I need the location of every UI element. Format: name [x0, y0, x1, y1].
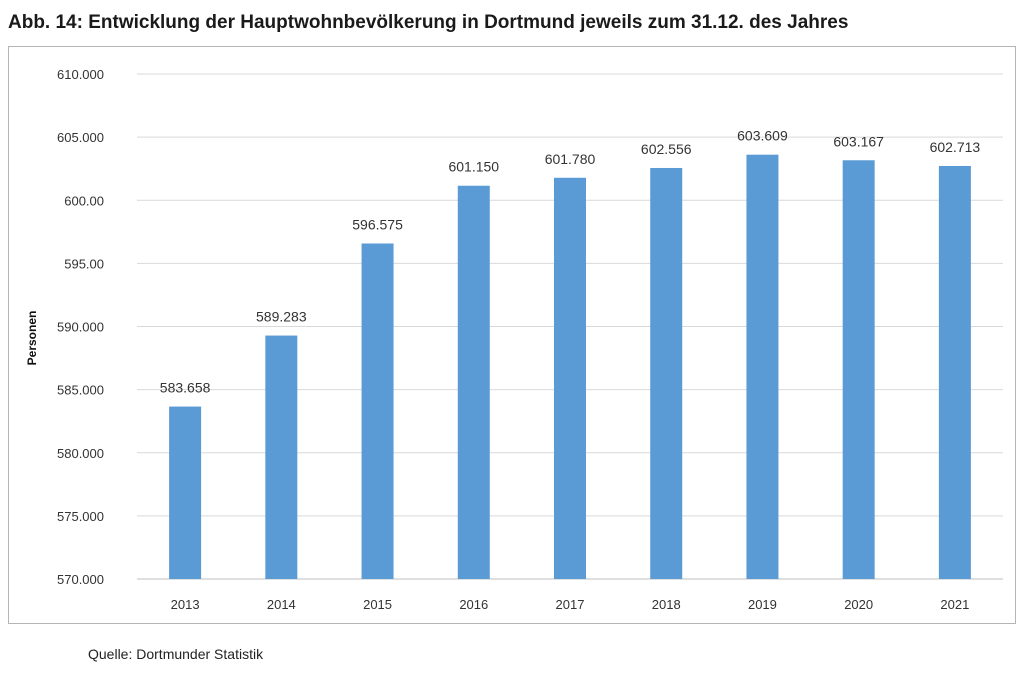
y-axis-label: Personen — [25, 311, 39, 366]
chart-title: Abb. 14: Entwicklung der Hauptwohnbevölk… — [8, 12, 849, 33]
bars — [169, 154, 971, 579]
bar-2014 — [265, 335, 298, 579]
y-tick-labels: 570.000 575.000 580.000 585.000 590.000 595.0… — [57, 67, 104, 587]
x-tick-labels: 2013 2014 2015 2016 2017 2018 2019 2020 2021 — [171, 597, 970, 612]
bar-2017 — [554, 177, 586, 579]
data-label-2013: 583.658 — [160, 380, 211, 396]
y-tick-label: 600.00 — [64, 193, 104, 208]
y-tick-label: 575.000 — [57, 509, 104, 524]
bar-2019 — [746, 154, 779, 579]
data-labels: 583.658 589.283 596.575 601.150 601.780 602.5… — [160, 128, 981, 396]
x-tick-label: 2014 — [267, 597, 296, 612]
x-tick-label: 2017 — [556, 597, 585, 612]
x-tick-label: 2013 — [171, 597, 200, 612]
data-label-2014: 589.283 — [256, 309, 307, 325]
data-label-2019: 603.609 — [737, 128, 788, 144]
y-tick-label: 570.000 — [57, 572, 104, 587]
y-tick-label: 605.000 — [57, 130, 104, 145]
bar-2016 — [457, 185, 490, 579]
y-tick-label: 585.000 — [57, 383, 104, 398]
data-label-2016: 601.150 — [448, 159, 499, 175]
data-label-2018: 602.556 — [641, 141, 692, 157]
x-tick-label: 2021 — [940, 597, 969, 612]
y-tick-label: 610.000 — [57, 67, 104, 82]
x-tick-label: 2019 — [748, 597, 777, 612]
x-tick-label: 2018 — [652, 597, 681, 612]
x-tick-label: 2016 — [459, 597, 488, 612]
x-tick-label: 2020 — [844, 597, 873, 612]
bar-2021 — [938, 165, 971, 579]
data-label-2021: 602.713 — [930, 139, 981, 155]
bar-2013 — [169, 406, 202, 579]
y-tick-label: 595.00 — [64, 256, 104, 271]
data-label-2015: 596.575 — [352, 216, 403, 232]
bar-2018 — [650, 167, 683, 579]
data-label-2020: 603.167 — [833, 133, 884, 149]
source-note: Quelle: Dortmunder Statistik — [88, 646, 264, 662]
chart-frame — [8, 46, 1016, 624]
bar-2015 — [361, 243, 394, 579]
x-tick-label: 2015 — [363, 597, 392, 612]
y-tick-label: 590.000 — [57, 320, 104, 335]
y-tick-label: 580.000 — [57, 446, 104, 461]
bar-2020 — [842, 160, 875, 579]
data-label-2017: 601.780 — [545, 151, 596, 167]
